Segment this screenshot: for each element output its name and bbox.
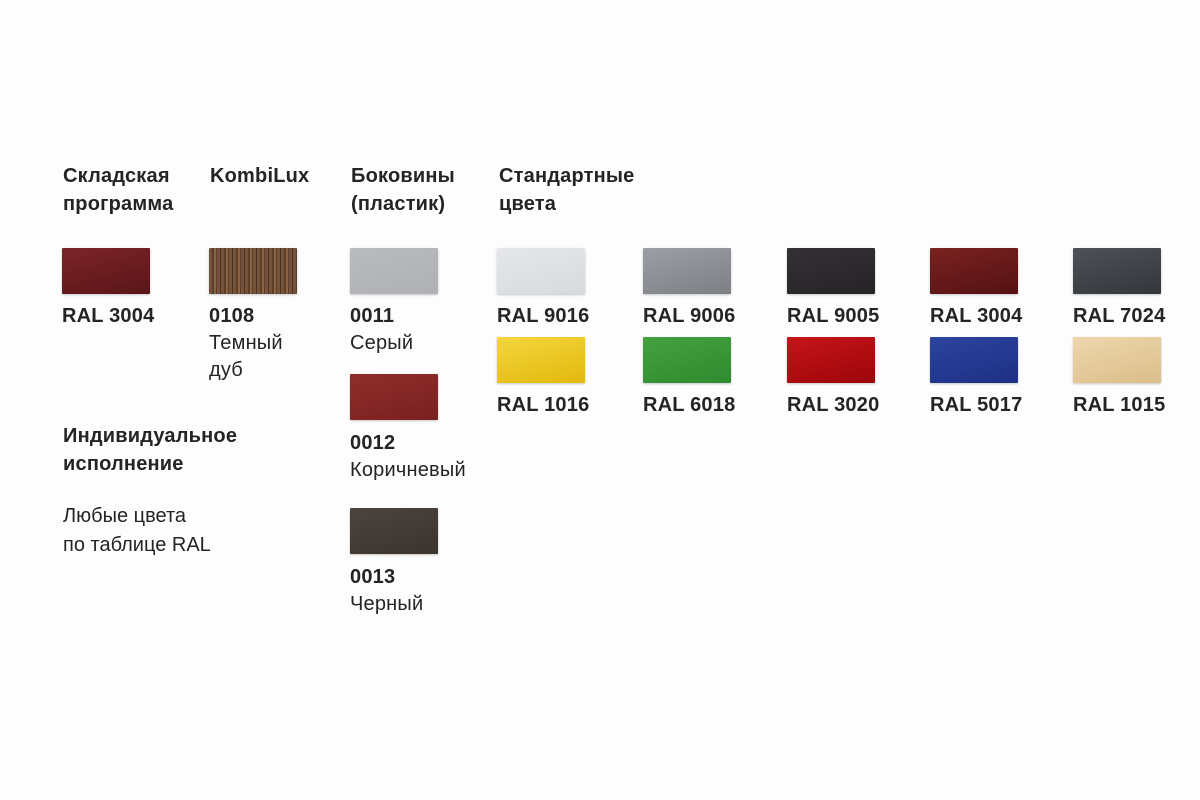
sides-0013-swatch	[350, 508, 438, 554]
sides-0012-name: Коричневый	[350, 459, 466, 481]
standard-colors-title: Стандартные цвета	[499, 162, 635, 218]
sides-0013-code: 0013	[350, 566, 396, 588]
standard-ral-1015-label: RAL 1015	[1073, 394, 1166, 416]
sides-plastic-title-line1: Боковины	[351, 165, 455, 187]
sides-0011-label: 0011 Серый	[350, 303, 413, 357]
sides-0012-label: 0012 Коричневый	[350, 430, 466, 484]
standard-ral-5017-label: RAL 5017	[930, 394, 1023, 416]
standard-ral-5017-swatch	[930, 337, 1018, 383]
kombilux-title-line1: KombiLux	[210, 165, 310, 187]
standard-ral-9016-label: RAL 9016	[497, 305, 590, 327]
standard-ral-1016-swatch	[497, 337, 585, 383]
standard-ral-1016-label: RAL 1016	[497, 394, 590, 416]
standard-ral-1015-swatch	[1073, 337, 1161, 383]
standard-ral-3020-swatch	[787, 337, 875, 383]
sides-0012-swatch	[350, 374, 438, 420]
sides-plastic-title-line2: (пластик)	[351, 193, 446, 215]
warehouse-program-title-line1: Складская	[63, 165, 170, 187]
sides-0013-label: 0013 Черный	[350, 564, 423, 618]
custom-execution-title: Индивидуальное исполнение	[63, 422, 237, 478]
standard-ral-3004-label: RAL 3004	[930, 305, 1023, 327]
sides-0011-code: 0011	[350, 305, 395, 327]
custom-execution-note-line1: Любые цвета	[63, 505, 187, 527]
custom-execution-note-line2: по таблице RAL	[63, 534, 211, 556]
warehouse-program-title: Складская программа	[63, 162, 173, 218]
standard-ral-9006-swatch	[643, 248, 731, 294]
sides-0011-swatch	[350, 248, 438, 294]
kombilux-0108-wood-swatch	[209, 248, 297, 294]
kombilux-0108-label: 0108 Темный дуб	[209, 303, 283, 384]
kombilux-0108-name-line1: Темный	[209, 332, 283, 354]
standard-ral-9006-label: RAL 9006	[643, 305, 736, 327]
standard-ral-3020-label: RAL 3020	[787, 394, 880, 416]
standard-ral-6018-swatch	[643, 337, 731, 383]
sides-0013-name: Черный	[350, 593, 424, 615]
standard-colors-title-line1: Стандартные	[499, 165, 635, 187]
custom-execution-title-line1: Индивидуальное	[63, 425, 238, 447]
kombilux-0108-name-line2: дуб	[209, 359, 243, 381]
standard-ral-9005-swatch	[787, 248, 875, 294]
kombilux-title: KombiLux	[210, 162, 309, 190]
standard-ral-9005-label: RAL 9005	[787, 305, 880, 327]
sides-0012-code: 0012	[350, 432, 396, 454]
sides-0011-name: Серый	[350, 332, 414, 354]
custom-execution-title-line2: исполнение	[63, 453, 184, 475]
standard-ral-9016-swatch	[497, 248, 585, 294]
standard-colors-title-line2: цвета	[499, 193, 557, 215]
warehouse-ral-3004-label: RAL 3004	[62, 305, 155, 327]
warehouse-ral-3004-swatch	[62, 248, 150, 294]
standard-ral-6018-label: RAL 6018	[643, 394, 736, 416]
standard-ral-7024-swatch	[1073, 248, 1161, 294]
standard-ral-3004-swatch	[930, 248, 1018, 294]
kombilux-0108-code: 0108	[209, 305, 255, 327]
custom-execution-note: Любые цвета по таблице RAL	[63, 502, 211, 560]
standard-ral-7024-label: RAL 7024	[1073, 305, 1166, 327]
sides-plastic-title: Боковины (пластик)	[351, 162, 455, 218]
warehouse-program-title-line2: программа	[63, 193, 174, 215]
